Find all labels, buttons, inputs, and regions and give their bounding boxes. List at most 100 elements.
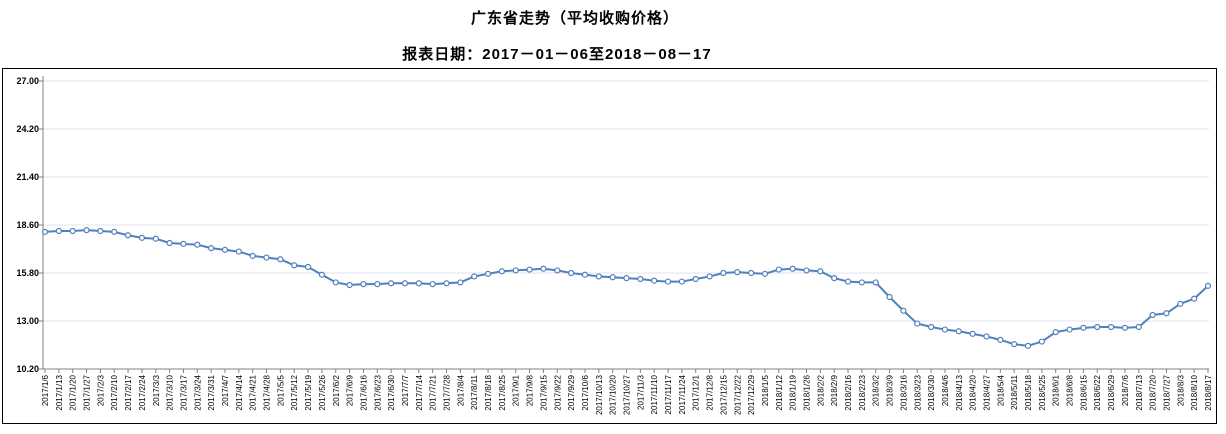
data-point-marker <box>138 234 146 241</box>
x-axis-label: 2017/1/13 <box>55 374 64 410</box>
data-point-marker <box>997 336 1004 343</box>
y-axis-label: 10.20 <box>16 364 39 374</box>
data-point-marker <box>1149 311 1156 319</box>
data-point-marker <box>1066 326 1073 333</box>
x-axis-label: 2017/11/24 <box>678 374 687 414</box>
x-axis-label: 2017/11/17 <box>664 374 673 414</box>
data-point-marker <box>872 279 879 286</box>
data-point-marker <box>55 227 62 235</box>
data-point-marker <box>1177 300 1184 307</box>
x-axis-label: 2017/3/3 <box>152 374 161 406</box>
data-point-marker <box>318 271 326 278</box>
data-point-marker <box>194 241 201 248</box>
x-axis-label: 2017/12/29 <box>747 374 756 415</box>
data-point-marker <box>540 265 547 272</box>
data-point-marker <box>1052 329 1059 336</box>
x-axis-label: 2017/10/27 <box>623 374 632 415</box>
x-axis-label: 2017/3/17 <box>179 374 188 410</box>
data-point-marker <box>457 279 464 286</box>
data-point-marker <box>374 281 381 288</box>
data-point-marker <box>554 267 561 274</box>
x-axis-label: 2018/3/9 <box>886 374 895 406</box>
x-axis-label: 2018/5/4 <box>996 374 1005 406</box>
x-axis-label: 2018/4/13 <box>955 374 964 410</box>
data-point-marker <box>844 278 852 285</box>
chart-subtitle: 报表日期：2017－01－06至2018－08－17 <box>402 46 712 63</box>
data-point-marker <box>1135 323 1142 331</box>
y-axis-label: 24.20 <box>16 124 39 134</box>
x-axis-label: 2017/1/6 <box>41 374 50 406</box>
x-axis-label: 2017/8/11 <box>470 374 479 410</box>
x-axis-label: 2018/8/10 <box>1190 374 1199 410</box>
x-axis-label: 2018/3/2 <box>872 374 881 406</box>
y-axis-label: 27.00 <box>16 76 39 86</box>
x-axis-label: 2017/9/8 <box>526 374 535 406</box>
x-axis-label: 2017/5/12 <box>290 374 299 410</box>
data-point-marker <box>1094 323 1101 331</box>
x-axis-label: 2018/4/6 <box>941 374 950 406</box>
x-axis-label: 2018/6/8 <box>1066 374 1075 406</box>
x-axis-label: 2017/3/10 <box>166 374 175 410</box>
y-axis-label: 15.80 <box>16 268 39 278</box>
x-axis-label: 2018/4/27 <box>982 374 991 410</box>
x-axis-label: 2017/10/13 <box>595 374 604 415</box>
data-point-marker <box>664 278 672 285</box>
data-point-marker <box>886 293 893 301</box>
x-axis-label: 2018/3/30 <box>927 374 936 410</box>
x-axis-label: 2017/11/10 <box>650 374 659 414</box>
x-axis-label: 2017/11/3 <box>636 374 645 410</box>
data-point-marker <box>291 262 298 269</box>
data-point-marker <box>1163 310 1170 317</box>
data-point-marker <box>706 273 713 280</box>
data-point-marker <box>388 280 395 287</box>
data-point-marker <box>678 278 685 285</box>
data-point-marker <box>83 227 90 234</box>
x-axis-label: 2017/4/28 <box>263 374 272 410</box>
x-axis-label: 2018/8/3 <box>1176 374 1185 406</box>
chart-title: 广东省走势（平均收购价格） <box>470 10 679 27</box>
chart-frame: 10.20 13.00 15.80 18.60 21.40 24.20 27.00 2017/… <box>2 68 1217 424</box>
x-axis-label: 2017/2/3 <box>96 374 105 406</box>
x-axis-label: 2018/7/20 <box>1149 374 1158 410</box>
x-axis-label: 2017/8/4 <box>456 374 465 406</box>
x-axis-label: 2017/9/1 <box>512 374 521 406</box>
data-point-marker <box>568 269 575 277</box>
trend-line <box>44 229 1209 347</box>
data-point-marker <box>1038 338 1045 345</box>
x-axis-label: 2017/9/15 <box>539 374 548 410</box>
x-axis-label: 2017/8/25 <box>498 374 507 410</box>
x-axis-label: 2017/6/2 <box>332 374 341 406</box>
data-point-marker <box>637 275 644 283</box>
data-point-marker <box>692 275 699 283</box>
data-point-marker <box>789 265 796 272</box>
data-point-marker <box>97 227 104 235</box>
x-axis-label: 2018/1/5 <box>761 374 770 406</box>
data-point-marker <box>734 269 741 276</box>
data-point-marker <box>332 279 339 286</box>
data-point-marker <box>180 240 187 247</box>
data-point-marker <box>443 280 450 287</box>
x-axis-label: 2017/12/15 <box>719 374 728 415</box>
data-point-marker <box>720 269 727 277</box>
data-point-marker <box>277 256 284 263</box>
y-axis-label: 18.60 <box>16 220 39 230</box>
data-point-marker <box>415 280 422 287</box>
data-point-marker <box>1011 341 1018 348</box>
x-axis-label: 2017/12/22 <box>733 374 742 415</box>
data-point-marker <box>1024 342 1032 349</box>
data-point-marker <box>817 268 824 275</box>
x-axis-label: 2018/6/29 <box>1107 374 1116 410</box>
data-point-marker <box>609 274 616 281</box>
x-axis-label: 2018/2/9 <box>830 374 839 406</box>
data-point-marker <box>221 246 229 253</box>
data-point-marker <box>152 235 159 242</box>
data-point-marker <box>166 239 173 247</box>
data-point-marker <box>983 333 990 340</box>
x-axis-label: 2017/4/7 <box>221 374 230 406</box>
x-axis-label: 2017/8/18 <box>484 374 493 410</box>
data-point-marker <box>69 227 76 235</box>
data-point-marker <box>927 323 935 331</box>
x-axis-label: 2017/6/16 <box>359 374 368 410</box>
x-axis-label: 2017/6/30 <box>387 374 396 410</box>
